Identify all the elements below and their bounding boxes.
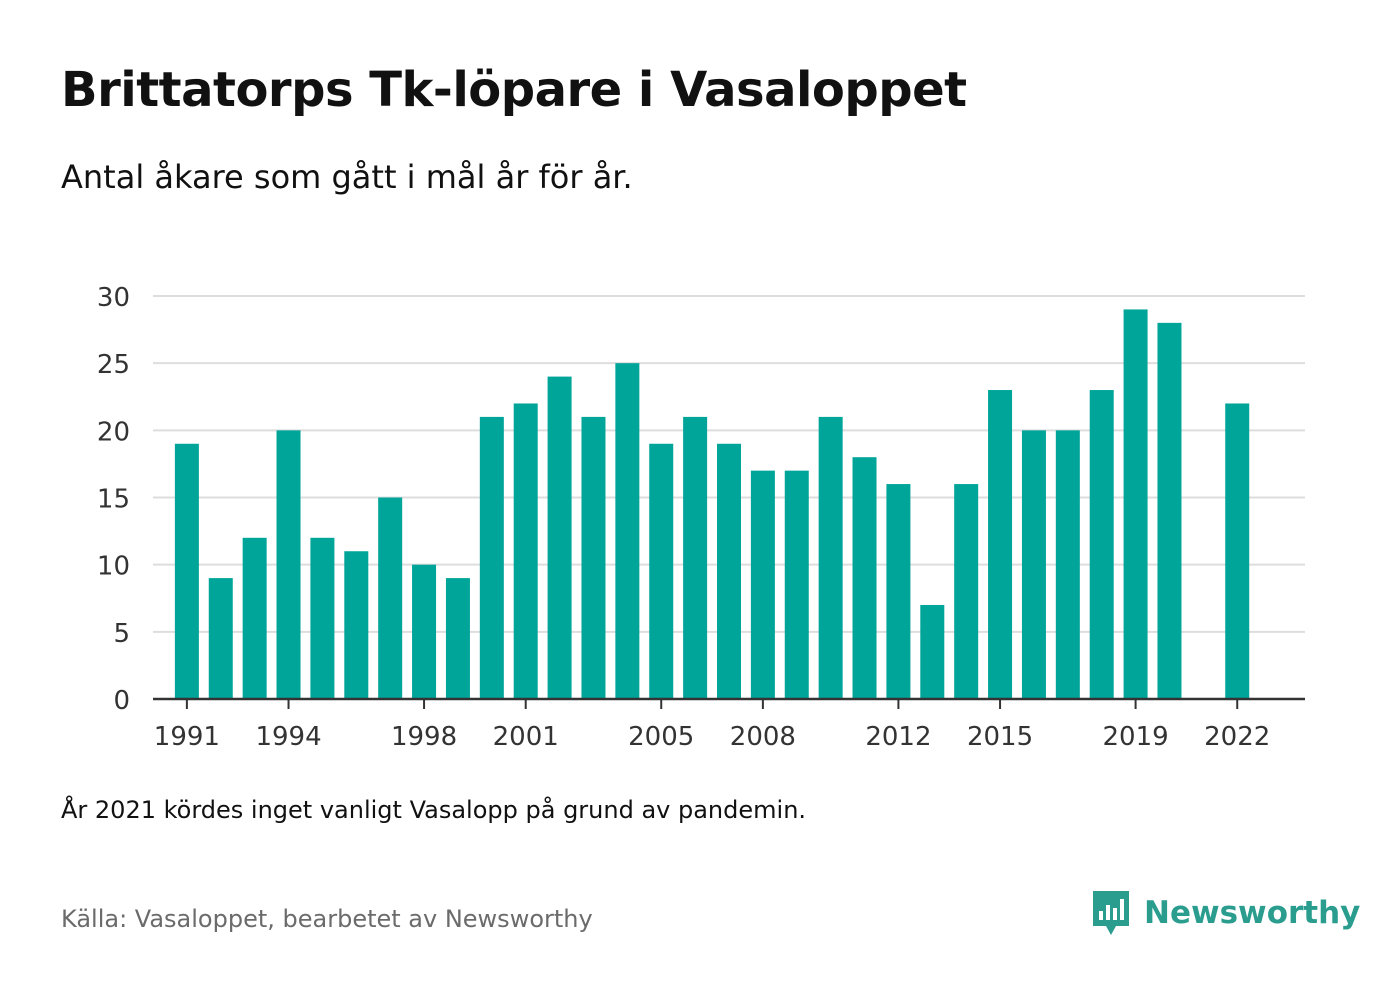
x-tick-label: 1991 xyxy=(154,722,220,752)
bar-2008 xyxy=(750,470,775,699)
source-credit: Källa: Vasaloppet, bearbetet av Newswort… xyxy=(61,905,593,933)
chart-title: Brittatorps Tk-löpare i Vasaloppet xyxy=(61,62,967,118)
y-tick-label: 0 xyxy=(113,686,130,716)
y-tick-label: 20 xyxy=(97,417,130,447)
bar-1998 xyxy=(412,564,437,699)
bar-2013 xyxy=(920,604,945,699)
bar-1992 xyxy=(208,578,233,699)
bar-2020 xyxy=(1157,322,1182,699)
bar-1997 xyxy=(378,497,403,699)
x-tick-label: 2001 xyxy=(493,722,559,752)
bar-2011 xyxy=(852,457,877,699)
bar-2022 xyxy=(1225,403,1250,699)
bar-2009 xyxy=(784,470,809,699)
y-tick-label: 5 xyxy=(113,619,130,649)
x-tick-label: 2012 xyxy=(865,722,931,752)
bar-1991 xyxy=(174,443,199,699)
x-tick-label: 2015 xyxy=(967,722,1033,752)
newsworthy-logo-icon xyxy=(1093,891,1129,935)
bar-2004 xyxy=(615,363,640,699)
chart-subtitle: Antal åkare som gått i mål år för år. xyxy=(61,158,633,196)
bar-chart: 0 5 10 15 20 25 30 1991 1994 1998 2001 2005 2008 2012… xyxy=(97,283,1305,752)
bar-2014 xyxy=(954,484,979,699)
y-tick-label: 15 xyxy=(97,485,130,515)
bar-2015 xyxy=(988,390,1013,699)
bar-1996 xyxy=(344,551,369,699)
bar-2001 xyxy=(513,403,538,699)
x-tick-label: 2005 xyxy=(628,722,694,752)
bar-2016 xyxy=(1021,430,1046,699)
newsworthy-logo: Newsworthy xyxy=(1090,888,1360,938)
bar-1994 xyxy=(276,430,301,699)
y-tick-label: 25 xyxy=(97,350,130,380)
bar-2010 xyxy=(818,416,843,699)
y-tick-label: 10 xyxy=(97,552,130,582)
chart-note: År 2021 kördes inget vanligt Vasalopp på… xyxy=(61,796,807,824)
bar-2017 xyxy=(1055,430,1080,699)
bar-2019 xyxy=(1123,309,1148,699)
bar-2007 xyxy=(717,443,741,699)
x-tick-label: 2022 xyxy=(1204,722,1270,752)
bar-1993 xyxy=(242,537,267,699)
y-tick-label: 30 xyxy=(97,283,130,313)
bar-2012 xyxy=(886,484,911,699)
bar-1995 xyxy=(310,537,335,699)
bar-2005 xyxy=(649,443,674,699)
bar-2000 xyxy=(479,416,504,699)
bar-2018 xyxy=(1089,390,1114,699)
x-tick-label: 1998 xyxy=(391,722,457,752)
bar-2006 xyxy=(683,416,708,699)
bar-1999 xyxy=(445,578,470,699)
bar-2002 xyxy=(547,376,572,699)
bar-2003 xyxy=(581,416,606,699)
brand-name: Newsworthy xyxy=(1144,895,1361,931)
x-tick-label: 1994 xyxy=(255,722,321,752)
x-tick-label: 2008 xyxy=(730,722,796,752)
x-tick-label: 2019 xyxy=(1103,722,1169,752)
